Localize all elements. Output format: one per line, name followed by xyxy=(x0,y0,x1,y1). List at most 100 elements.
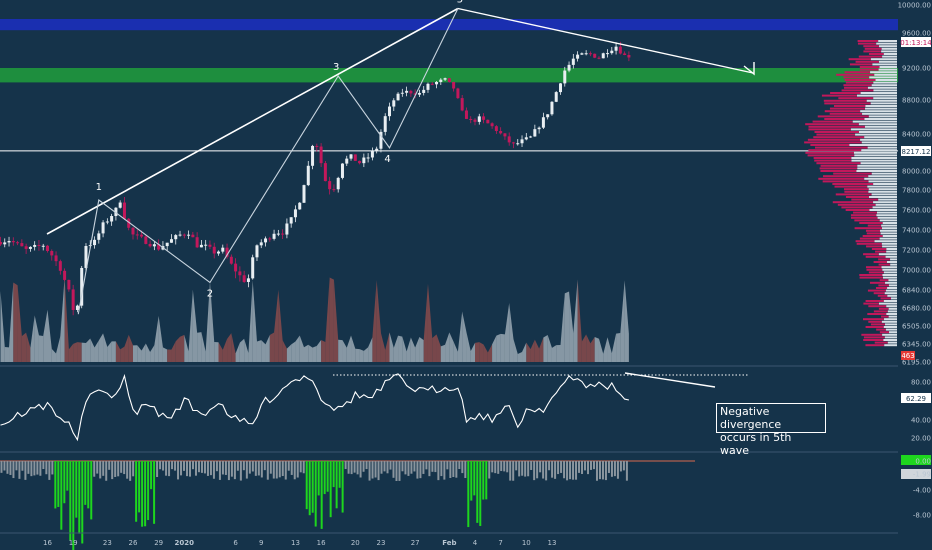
profile-buy-bar xyxy=(888,284,897,287)
volume-bar xyxy=(393,335,399,362)
candle-body xyxy=(255,245,259,258)
histogram-bar xyxy=(368,461,371,481)
candle-body xyxy=(614,46,618,51)
profile-buy-bar xyxy=(879,237,897,240)
histogram-bar xyxy=(395,461,398,481)
profile-sell-bar xyxy=(834,185,868,188)
histogram-bar xyxy=(314,461,317,527)
histogram-bar xyxy=(45,461,48,475)
volume-bar xyxy=(30,315,35,362)
histogram-bar xyxy=(251,461,254,472)
candle-body xyxy=(435,81,439,85)
histogram-bar xyxy=(18,461,21,479)
candle-body xyxy=(375,148,379,151)
candlesticks xyxy=(0,41,631,316)
histogram-bar xyxy=(189,461,192,477)
histogram-bar xyxy=(386,461,389,474)
candle-body xyxy=(447,78,451,82)
candle-body xyxy=(131,227,135,235)
current-price-label: 01:13:14 xyxy=(900,39,932,47)
volume-bar xyxy=(4,347,10,362)
profile-sell-bar xyxy=(855,240,875,243)
volume-bar xyxy=(103,333,108,362)
profile-sell-bar xyxy=(829,107,866,110)
profile-sell-bar xyxy=(861,333,883,336)
histogram-bar xyxy=(293,461,296,480)
histogram-bar xyxy=(398,461,401,481)
profile-buy-bar xyxy=(884,318,897,321)
candle-body xyxy=(490,123,494,127)
candle-body xyxy=(593,53,597,58)
candle-body xyxy=(388,106,391,117)
profile-buy-bar xyxy=(874,73,897,76)
price-tick: 8800.00 xyxy=(902,97,931,105)
profile-buy-bar xyxy=(885,281,897,284)
profile-buy-bar xyxy=(878,40,897,42)
volume-bar xyxy=(415,337,420,362)
profile-buy-bar xyxy=(886,261,897,263)
volume-label: 463 xyxy=(901,352,914,360)
volume-bar xyxy=(427,283,433,362)
profile-sell-bar xyxy=(804,141,862,144)
histogram-bar xyxy=(66,461,69,491)
volume-bar xyxy=(227,333,232,362)
profile-buy-bar xyxy=(883,271,897,274)
volume-bar xyxy=(38,335,44,362)
volume-bar xyxy=(363,347,369,362)
annotation-line-2: occurs in 5th wave xyxy=(720,431,792,457)
volume-bar xyxy=(359,349,364,362)
profile-sell-bar xyxy=(879,331,890,334)
histogram-bar xyxy=(515,461,518,471)
profile-buy-bar xyxy=(878,253,897,256)
profile-buy-bar xyxy=(876,211,897,214)
volume-bar xyxy=(483,344,488,362)
profile-buy-bar xyxy=(883,326,897,328)
profile-buy-bar xyxy=(851,159,897,162)
candle-body xyxy=(507,136,511,143)
histogram-tick: -1.99 xyxy=(913,471,931,479)
profile-buy-bar xyxy=(876,214,897,217)
volume-bar xyxy=(573,279,578,362)
histogram-bar xyxy=(338,461,341,488)
volume-bar xyxy=(342,340,347,362)
histogram-bar xyxy=(183,461,186,471)
profile-sell-bar xyxy=(869,281,886,284)
histogram-bar xyxy=(129,461,132,481)
profile-sell-bar xyxy=(878,263,891,266)
candle-body xyxy=(328,181,332,190)
profile-sell-bar xyxy=(812,120,853,123)
candle-body xyxy=(246,278,250,282)
candle-body xyxy=(439,79,443,82)
histogram-bar xyxy=(383,461,386,472)
histogram-bar xyxy=(296,461,299,478)
volume-bar xyxy=(603,337,608,362)
histogram-bar xyxy=(518,461,521,477)
volume-bar xyxy=(154,315,159,362)
candle-body xyxy=(494,126,498,132)
histogram-bar xyxy=(311,461,314,513)
profile-buy-bar xyxy=(867,146,897,149)
volume-bar xyxy=(188,289,193,362)
histogram-bar xyxy=(105,461,108,481)
histogram-bar xyxy=(305,461,308,510)
volume-bar xyxy=(410,337,416,362)
profile-sell-bar xyxy=(808,125,865,128)
price-tick: 9200.00 xyxy=(902,65,931,73)
date-tick: 16 xyxy=(317,539,326,547)
profile-sell-bar xyxy=(836,73,875,76)
profile-sell-bar xyxy=(856,242,882,245)
histogram-bar xyxy=(323,461,326,495)
histogram-bar xyxy=(209,461,212,476)
histogram-bar xyxy=(266,461,269,480)
candle-body xyxy=(413,93,417,95)
histogram-zero-tag xyxy=(901,455,931,465)
volume-bar xyxy=(539,337,544,362)
histogram-bar xyxy=(191,461,194,470)
volume-bar xyxy=(389,332,394,362)
date-tick: 19 xyxy=(69,539,78,547)
profile-buy-bar xyxy=(864,177,897,180)
histogram-bar xyxy=(371,461,374,479)
candle-body xyxy=(392,100,396,107)
volume-tag xyxy=(901,351,915,360)
